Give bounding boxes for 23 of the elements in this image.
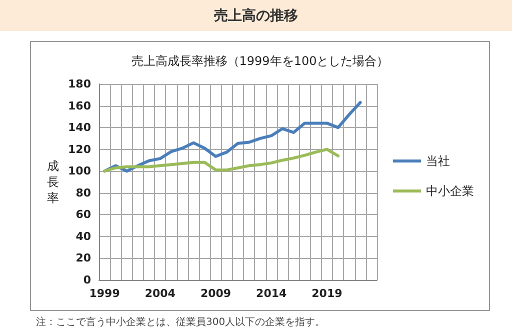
chart-subtitle: 売上高成長率推移（1999年を100とした場合） <box>131 54 389 68</box>
x-tick-label: 2004 <box>144 287 176 300</box>
y-tick-label: 20 <box>76 252 92 265</box>
line-series <box>103 101 362 173</box>
x-tick-label: 2009 <box>200 287 232 300</box>
y-tick-label: 0 <box>83 274 92 286</box>
y-tick-label: 100 <box>68 164 92 178</box>
chart-title: 売上高の推移 <box>0 0 512 31</box>
legend-label: 当社 <box>426 154 450 168</box>
x-tick-label: 2014 <box>256 287 288 300</box>
y-axis-title: 成長率 <box>47 159 59 205</box>
y-tick-label: 80 <box>76 186 92 200</box>
x-tick-label: 2019 <box>312 287 342 300</box>
y-tick-label: 60 <box>76 208 92 222</box>
x-tick-label: 1999 <box>89 287 120 300</box>
y-tick-label: 160 <box>68 99 92 112</box>
y-tick-label: 140 <box>68 121 92 134</box>
y-tick-label: 180 <box>68 78 92 90</box>
y-tick-label: 40 <box>76 230 92 243</box>
line-series <box>103 148 340 173</box>
y-tick-label: 120 <box>68 142 92 156</box>
legend-label: 中小企業 <box>426 184 474 198</box>
text: 注：ここで言う中小企業とは、従業員300人以下の企業を指す。 <box>36 316 326 329</box>
